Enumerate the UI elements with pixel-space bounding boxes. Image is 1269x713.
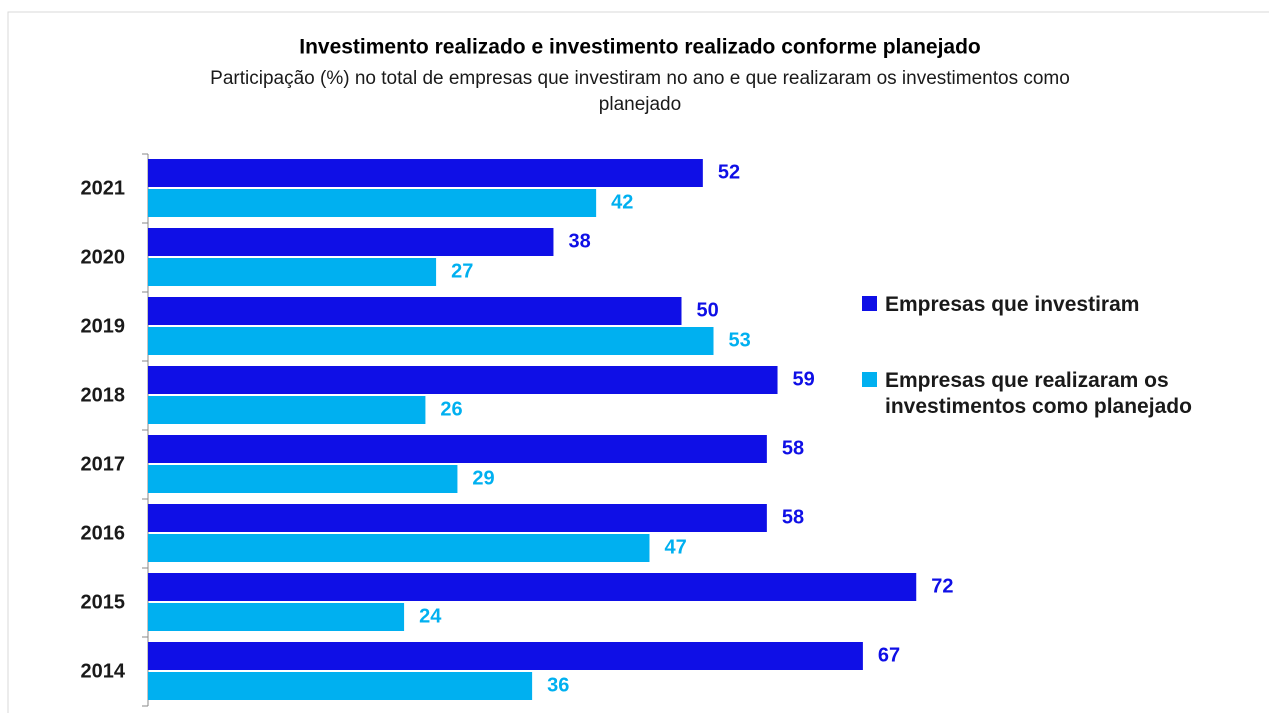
category-label: 2018 bbox=[81, 384, 126, 406]
bar bbox=[148, 465, 458, 493]
chart-title: Investimento realizado e investimento re… bbox=[299, 36, 981, 59]
category-label: 2017 bbox=[81, 453, 126, 475]
data-label: 67 bbox=[878, 644, 900, 666]
category-label: 2020 bbox=[81, 246, 126, 268]
chart-subtitle: Participação (%) no total de empresas qu… bbox=[210, 68, 1070, 115]
legend-item: Empresas que realizaram os investimentos… bbox=[862, 368, 1269, 420]
data-label: 50 bbox=[697, 299, 719, 321]
data-label: 53 bbox=[729, 329, 751, 351]
data-label: 42 bbox=[611, 191, 633, 213]
data-label: 27 bbox=[451, 260, 473, 282]
bar bbox=[148, 534, 650, 562]
bar bbox=[148, 297, 682, 325]
data-label: 58 bbox=[782, 506, 804, 528]
data-label: 52 bbox=[718, 161, 740, 183]
category-label: 2014 bbox=[81, 660, 126, 682]
data-label: 24 bbox=[419, 605, 442, 627]
bar bbox=[148, 435, 767, 463]
category-label: 2021 bbox=[81, 177, 126, 199]
chart-frame bbox=[7, 11, 1269, 713]
category-label: 2015 bbox=[81, 591, 126, 613]
data-label: 47 bbox=[664, 536, 686, 558]
data-label: 59 bbox=[793, 368, 815, 390]
legend-label: Empresas que investiram bbox=[885, 293, 1140, 316]
bar bbox=[148, 603, 405, 631]
bar bbox=[148, 189, 597, 217]
bar bbox=[148, 327, 714, 355]
bar bbox=[148, 672, 533, 700]
bar bbox=[148, 228, 554, 256]
bar bbox=[148, 366, 778, 394]
bar bbox=[148, 159, 703, 187]
data-label: 36 bbox=[547, 674, 569, 696]
category-label: 2019 bbox=[81, 315, 126, 337]
data-label: 72 bbox=[931, 575, 953, 597]
data-label: 26 bbox=[440, 398, 462, 420]
category-label: 2016 bbox=[81, 522, 126, 544]
bar bbox=[148, 573, 917, 601]
bar bbox=[148, 642, 863, 670]
legend-swatch bbox=[862, 372, 877, 387]
legend-swatch bbox=[862, 296, 877, 311]
data-label: 58 bbox=[782, 437, 804, 459]
data-label: 38 bbox=[568, 230, 590, 252]
bar bbox=[148, 504, 767, 532]
legend-label: Empresas que realizaram os investimentos… bbox=[885, 369, 1192, 418]
data-label: 29 bbox=[472, 467, 494, 489]
bar bbox=[148, 258, 437, 286]
legend-item: Empresas que investiram bbox=[862, 292, 1269, 318]
bar bbox=[148, 396, 426, 424]
